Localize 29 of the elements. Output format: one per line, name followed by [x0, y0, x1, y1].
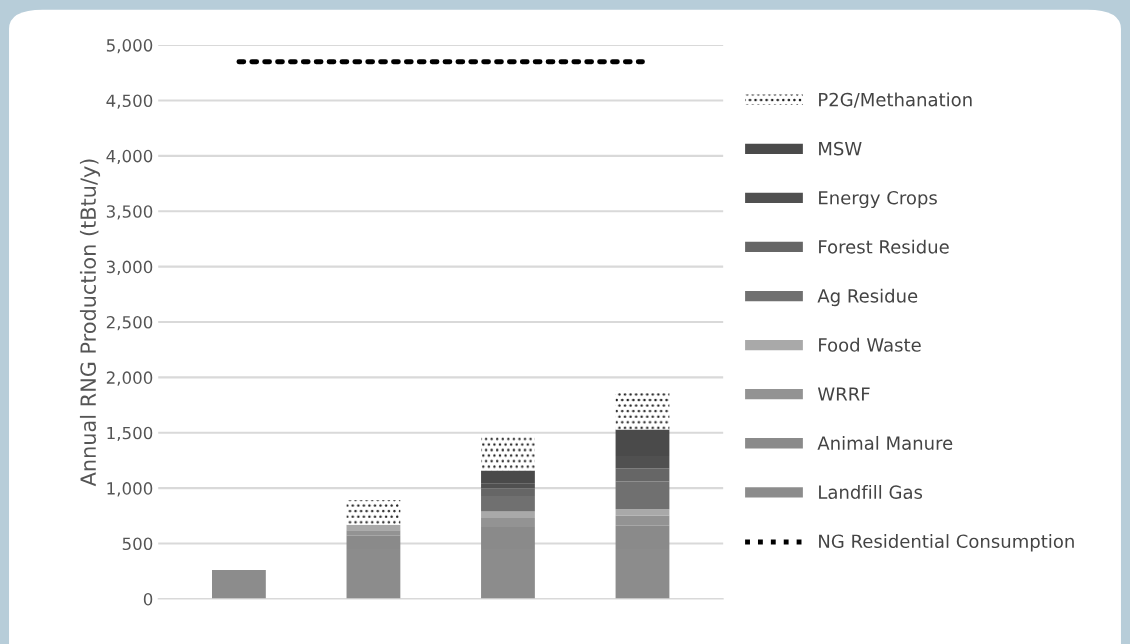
legend-label: NG Residential Consumption	[819, 534, 1074, 552]
y-tick-label: 3,500	[106, 205, 153, 220]
bar	[615, 509, 670, 516]
y-tick-label: 500	[122, 537, 153, 551]
bar	[481, 437, 535, 471]
legend-label: Landfill Gas	[819, 485, 923, 499]
legend-label: WRRF	[817, 387, 870, 401]
y-tick-label: 2,500	[106, 315, 153, 331]
bar	[481, 470, 535, 484]
legend-label: Forest Residue	[819, 239, 949, 254]
legend-label: Food Waste	[819, 337, 921, 352]
legend-label: Energy Crops	[819, 190, 937, 209]
legend-label: P2G/Methanation	[819, 92, 972, 108]
y-tick-label: 3,000	[106, 260, 153, 275]
bar	[615, 390, 670, 430]
y-tick-label: 2,000	[106, 371, 153, 386]
y-tick-label: 1,000	[107, 482, 153, 497]
y-axis-title: Annual RNG Production (tBtu/y)	[79, 159, 101, 487]
y-tick-label: 4,000	[106, 149, 153, 165]
bar	[346, 500, 401, 525]
y-tick-label: 0	[143, 592, 153, 606]
legend-label: Animal Manure	[817, 435, 953, 450]
bar	[212, 570, 266, 599]
y-tick-label: 4,500	[106, 94, 153, 109]
y-tick-label: 5,000	[106, 39, 153, 54]
y-tick-label: 1,500	[107, 426, 153, 442]
bar	[481, 511, 535, 519]
legend-label: MSW	[819, 141, 862, 156]
legend-label: Ag Residue	[817, 288, 918, 307]
